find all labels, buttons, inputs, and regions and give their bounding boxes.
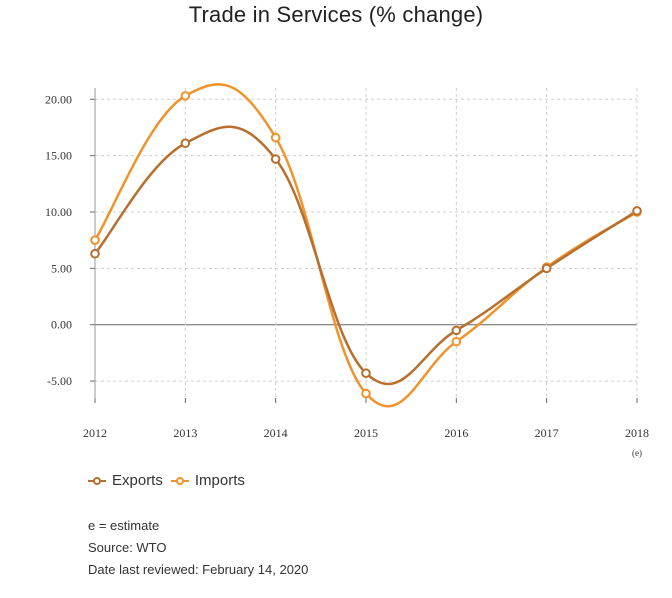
data-point-exports bbox=[451, 325, 462, 336]
legend-label-exports: Exports bbox=[112, 472, 163, 489]
note-date-reviewed: Date last reviewed: February 14, 2020 bbox=[88, 562, 309, 577]
data-point-imports bbox=[90, 235, 100, 245]
data-point-exports bbox=[90, 248, 100, 259]
x-tick-label: 2017 bbox=[535, 426, 559, 440]
y-tick-label: 0.00 bbox=[51, 318, 72, 332]
y-tick-label: -5.00 bbox=[47, 374, 72, 388]
x-tick-label: 2015 bbox=[354, 426, 378, 440]
legend-label-imports: Imports bbox=[194, 472, 245, 489]
data-point-imports bbox=[180, 91, 191, 101]
data-point-imports bbox=[270, 132, 281, 143]
x-tick-label: 2016 bbox=[444, 426, 468, 440]
y-tick-label: 15.00 bbox=[45, 149, 72, 163]
data-point-exports bbox=[541, 263, 552, 274]
note-estimate: e = estimate bbox=[88, 518, 160, 533]
data-point-exports bbox=[361, 368, 371, 379]
data-point-exports bbox=[270, 154, 281, 164]
note-source: Source: WTO bbox=[88, 540, 167, 555]
chart-title: Trade in Services (% change) bbox=[188, 2, 484, 27]
x-tick-label: 2018 bbox=[625, 426, 649, 440]
x-tick-label: 2012 bbox=[83, 426, 107, 440]
series-line-exports bbox=[94, 125, 638, 386]
y-tick-label: 20.00 bbox=[45, 92, 72, 106]
x-tick-label: 2014 bbox=[264, 426, 288, 440]
legend-swatch-exports bbox=[88, 476, 106, 486]
legend-swatch-imports bbox=[170, 476, 189, 486]
chart-notes: e = estimate Source: WTO Date last revie… bbox=[88, 515, 308, 581]
data-point-imports bbox=[361, 388, 371, 399]
x-tick-label: 2013 bbox=[173, 426, 197, 440]
y-tick-label: 5.00 bbox=[51, 261, 72, 275]
legend: Exports Imports bbox=[88, 472, 245, 489]
data-point-exports bbox=[632, 206, 642, 216]
legend-item-imports[interactable]: Imports bbox=[170, 472, 245, 489]
y-tick-label: 10.00 bbox=[45, 205, 72, 219]
data-point-imports bbox=[451, 336, 462, 347]
x-tick-note: (e) bbox=[632, 448, 642, 458]
legend-item-exports[interactable]: Exports bbox=[88, 472, 163, 489]
line-chart: 20.00 15.00 10.00 5.00 0.00 -5.00 2012 2013 2014… bbox=[45, 83, 649, 458]
data-point-exports bbox=[180, 138, 191, 149]
